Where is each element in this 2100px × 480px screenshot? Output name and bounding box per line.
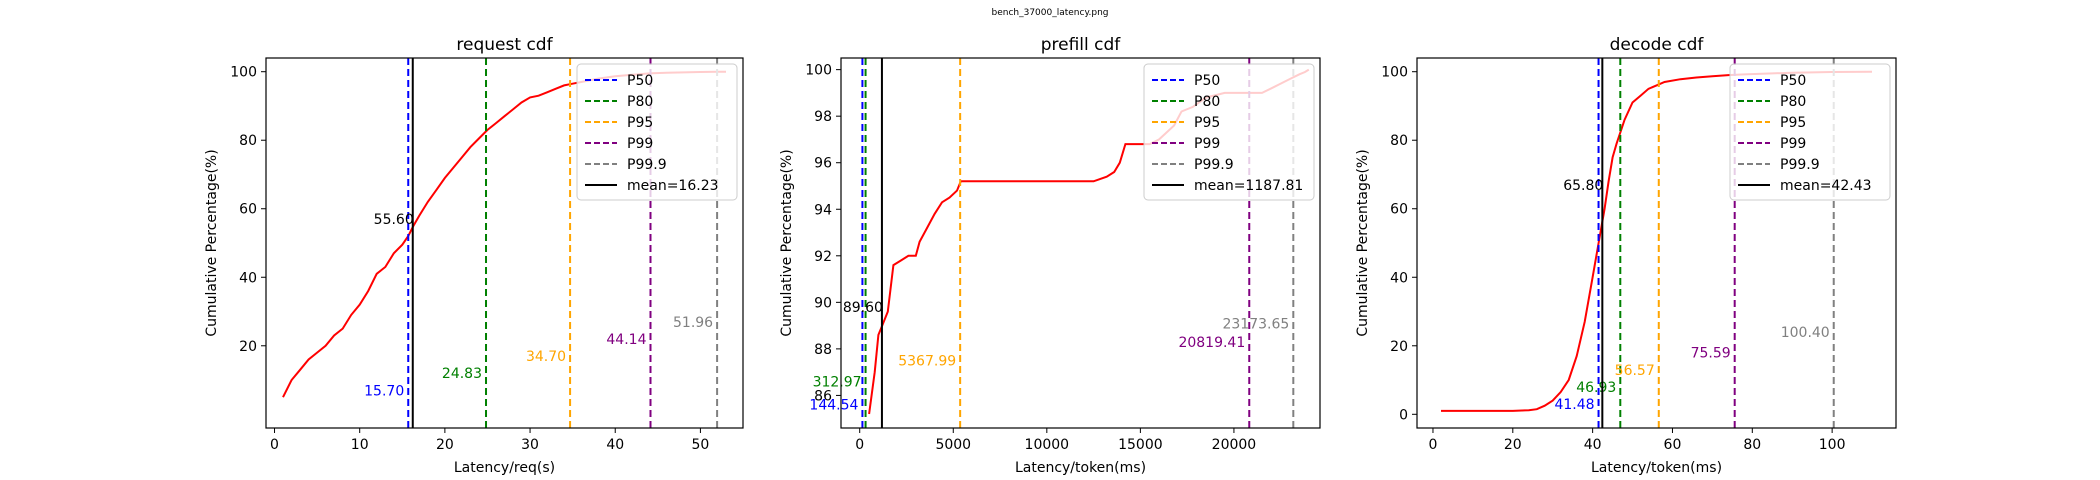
chart-panel-3: decode cdf Latency/token(ms) Cumulative Pe… — [1355, 35, 1897, 476]
y-tick-label: 100 — [1381, 65, 1408, 81]
y-tick-label: 100 — [805, 63, 832, 79]
legend-entry-label: P95 — [627, 115, 653, 131]
legend-entry-label: P99 — [1194, 136, 1220, 152]
chart-title: request cdf — [456, 35, 553, 55]
percentile-value-label: 15.70 — [364, 383, 404, 399]
percentile-value-label: 34.70 — [526, 349, 566, 365]
y-tick-label: 60 — [1390, 202, 1408, 218]
legend-box — [1729, 63, 1891, 201]
y-tick-label: 40 — [239, 270, 257, 286]
x-tick-label: 40 — [1584, 437, 1602, 453]
y-tick-label: 80 — [239, 133, 257, 149]
y-tick-label: 20 — [239, 339, 257, 355]
x-tick-label: 100 — [1819, 437, 1846, 453]
y-tick-label: 20 — [1390, 339, 1408, 355]
x-tick-label: 80 — [1743, 437, 1761, 453]
y-tick-label: 80 — [1390, 133, 1408, 149]
x-tick-label: 20000 — [1212, 437, 1257, 453]
y-tick-label: 96 — [814, 156, 832, 172]
percentile-value-label: 24.83 — [442, 366, 482, 382]
legend-entry-label: P80 — [1780, 94, 1806, 110]
legend: P50 P80 P95 P99 P99.9 mean=1187.81 — [1143, 63, 1315, 201]
x-axis-label: Latency/token(ms) — [1591, 460, 1722, 476]
x-axis-label: Latency/req(s) — [454, 460, 555, 476]
legend-entry-label: P99.9 — [1780, 157, 1820, 173]
percentile-value-label: 144.54 — [809, 398, 858, 414]
legend: P50 P80 P95 P99 P99.9 mean=16.23 — [576, 63, 738, 201]
percentile-value-label: 75.59 — [1691, 346, 1731, 362]
plot-frame — [265, 57, 744, 429]
chart-title: decode cdf — [1610, 35, 1705, 55]
legend-entry-label: P80 — [1194, 94, 1220, 110]
y-tick-label: 60 — [239, 202, 257, 218]
x-axis-label: Latency/token(ms) — [1015, 460, 1146, 476]
percentile-value-label: 46.93 — [1576, 380, 1616, 396]
y-tick-label: 100 — [230, 65, 257, 81]
x-tick-label: 0 — [1429, 437, 1438, 453]
chart-title: prefill cdf — [1041, 35, 1122, 55]
legend-entry-label: P50 — [1780, 73, 1806, 89]
percentile-value-label: 56.57 — [1615, 363, 1655, 379]
x-tick-label: 40 — [606, 437, 624, 453]
percentile-value-label: 41.48 — [1554, 397, 1594, 413]
y-tick-label: 94 — [814, 202, 832, 218]
y-axis-label: Cumulative Percentage(%) — [1355, 149, 1371, 336]
legend-entry-label: mean=42.43 — [1780, 178, 1872, 194]
legend: P50 P80 P95 P99 P99.9 mean=42.43 — [1729, 63, 1891, 201]
y-tick-label: 90 — [814, 295, 832, 311]
mean-annotation: 89.60 — [843, 300, 883, 316]
chart-panel-2: prefill cdf Latency/token(ms) Cumulative P… — [779, 35, 1321, 476]
legend-entry-label: P80 — [627, 94, 653, 110]
x-tick-label: 15000 — [1118, 437, 1163, 453]
figure-title: bench_37000_latency.png — [991, 8, 1109, 18]
legend-entry-label: P99.9 — [1194, 157, 1234, 173]
legend-entry-label: P99 — [1780, 136, 1806, 152]
plot-frame — [840, 57, 1321, 429]
percentile-value-label: 23173.65 — [1222, 316, 1289, 332]
legend-entry-label: P95 — [1194, 115, 1220, 131]
percentile-value-label: 5367.99 — [898, 354, 956, 370]
legend-entry-label: P95 — [1780, 115, 1806, 131]
legend-entry-label: P50 — [1194, 73, 1220, 89]
percentile-value-label: 312.97 — [813, 374, 862, 390]
x-tick-label: 60 — [1664, 437, 1682, 453]
x-tick-label: 0 — [855, 437, 864, 453]
y-axis-label: Cumulative Percentage(%) — [779, 149, 795, 336]
percentile-value-label: 20819.41 — [1178, 335, 1245, 351]
y-tick-label: 98 — [814, 109, 832, 125]
y-tick-label: 40 — [1390, 270, 1408, 286]
x-tick-label: 10 — [351, 437, 369, 453]
chart-panel-1: request cdf Latency/req(s) Cumulative Perc… — [204, 35, 744, 476]
mean-annotation: 65.80 — [1563, 178, 1603, 194]
legend-box — [1143, 63, 1315, 201]
percentile-value-label: 44.14 — [606, 332, 646, 348]
x-tick-label: 30 — [521, 437, 539, 453]
cdf-line — [1441, 70, 1873, 412]
legend-entry-label: P50 — [627, 73, 653, 89]
y-tick-label: 92 — [814, 249, 832, 265]
x-tick-label: 20 — [1504, 437, 1522, 453]
x-tick-label: 10000 — [1025, 437, 1070, 453]
percentile-value-label: 51.96 — [673, 315, 713, 331]
legend-entry-label: mean=1187.81 — [1194, 178, 1303, 194]
percentile-value-label: 100.40 — [1781, 325, 1830, 341]
plot-frame — [1416, 57, 1897, 429]
legend-entry-label: P99 — [627, 136, 653, 152]
y-tick-label: 86 — [814, 388, 832, 404]
y-tick-label: 0 — [1399, 407, 1408, 423]
x-tick-label: 0 — [270, 437, 279, 453]
mean-annotation: 55.60 — [374, 212, 414, 228]
y-tick-label: 88 — [814, 342, 832, 358]
y-axis-label: Cumulative Percentage(%) — [204, 149, 220, 336]
x-tick-label: 50 — [691, 437, 709, 453]
x-tick-label: 20 — [436, 437, 454, 453]
legend-entry-label: mean=16.23 — [627, 178, 719, 194]
legend-entry-label: P99.9 — [627, 157, 667, 173]
x-tick-label: 5000 — [935, 437, 971, 453]
legend-box — [576, 63, 738, 201]
